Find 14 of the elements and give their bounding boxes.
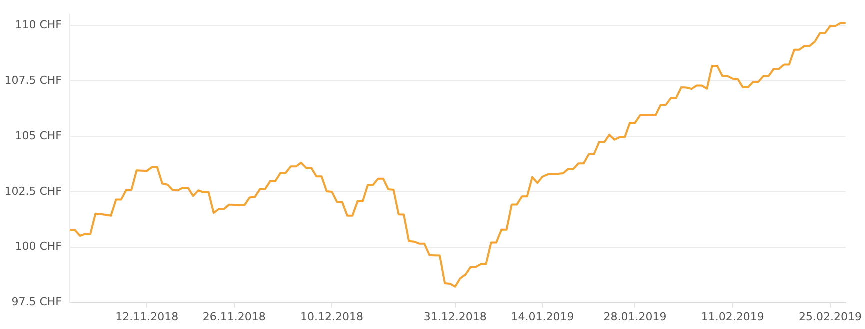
y-tick-label: 100 CHF	[15, 240, 62, 254]
x-tick-label: 12.11.2018	[116, 310, 179, 324]
x-tick-label: 10.12.2018	[300, 310, 364, 324]
y-tick-label: 102.5 CHF	[4, 184, 62, 198]
y-tick-label: 107.5 CHF	[4, 74, 62, 87]
y-tick-label: 110 CHF	[15, 18, 62, 32]
y-tick-label: 97.5 CHF	[12, 296, 62, 309]
y-tick-label: 105 CHF	[15, 129, 62, 142]
x-tick-label: 14.01.2019	[511, 310, 574, 324]
x-tick-label: 11.02.2019	[701, 310, 764, 324]
x-tick-label: 31.12.2018	[424, 310, 487, 324]
x-tick-label: 28.01.2019	[604, 310, 667, 324]
x-tick-label: 26.11.2018	[202, 310, 266, 324]
x-tick-label: 25.02.2019	[798, 310, 862, 324]
